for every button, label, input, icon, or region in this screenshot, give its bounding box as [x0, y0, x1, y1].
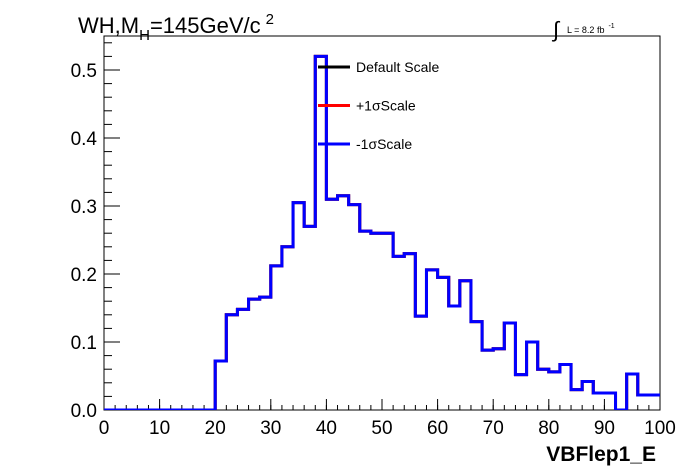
y-tick-label: 0.1	[71, 333, 97, 354]
y-tick-label: 0.2	[71, 265, 97, 286]
x-tick-label: 70	[483, 418, 504, 439]
x-axis-title: VBFlep1_E	[546, 443, 656, 466]
y-tick-label: 0.5	[71, 61, 97, 82]
lumi-label: L = 8.2 fb -1	[567, 23, 615, 35]
series-line-2	[104, 54, 660, 410]
series-layer	[104, 54, 660, 410]
x-tick-label: 60	[427, 418, 448, 439]
x-axis: 0 10 20 30 40 50 60 70 80 90 100	[99, 399, 676, 439]
legend-label: +1σScale	[356, 98, 416, 114]
x-tick-label: 30	[260, 418, 281, 439]
lumi-superscript: -1	[608, 23, 614, 30]
x-tick-label: 40	[316, 418, 337, 439]
title-superscript: 2	[266, 11, 274, 28]
x-tick-label: 100	[644, 418, 676, 439]
legend: Default Scale +1σScale -1σScale	[318, 59, 439, 152]
title-prefix: WH,M	[78, 13, 139, 38]
y-tick-label: 0.4	[71, 129, 98, 150]
x-tick-label: 90	[594, 418, 615, 439]
x-tick-label: 0	[99, 418, 110, 439]
legend-label: Default Scale	[356, 59, 439, 75]
x-tick-label: 50	[371, 418, 392, 439]
plot-frame	[103, 35, 661, 411]
lumi-text: L = 8.2 fb	[567, 25, 604, 35]
title-suffix: =145GeV/c	[150, 13, 261, 38]
legend-label: -1σScale	[356, 136, 412, 152]
x-tick-label: 10	[149, 418, 170, 439]
x-tick-label: 20	[205, 418, 226, 439]
y-tick-label: 0.3	[71, 197, 97, 218]
x-tick-label: 80	[538, 418, 559, 439]
y-axis: 0.0 0.1 0.2 0.3 0.4 0.5	[71, 42, 120, 422]
lumi-integral: ∫	[551, 17, 561, 42]
chart-title: WH,MH=145GeV/c 2	[78, 11, 274, 44]
y-tick-label: 0.0	[71, 401, 97, 422]
